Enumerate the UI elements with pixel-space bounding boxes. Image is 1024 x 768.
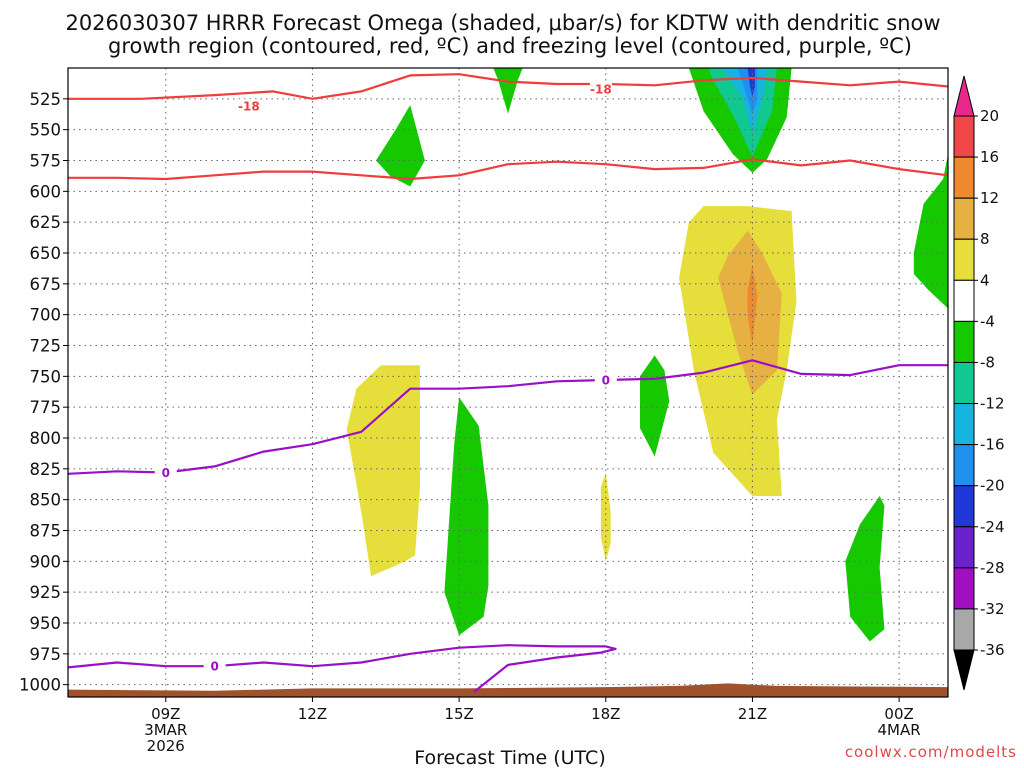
freezing-contour-label: 0 xyxy=(210,660,218,674)
x-tick-label: 00Z xyxy=(884,705,913,723)
dendritic-contour-label-bg xyxy=(237,99,260,114)
plot-background xyxy=(68,68,948,697)
x-tick-label: 15Z xyxy=(444,705,473,723)
omega-shaded-region xyxy=(640,355,670,457)
y-tick-label: 575 xyxy=(30,152,62,171)
colorbar-bin xyxy=(953,320,975,363)
y-tick-label: 950 xyxy=(30,614,62,633)
y-tick-label: 1000 xyxy=(19,676,61,695)
y-tick-label: 600 xyxy=(30,182,62,201)
omega-shaded-region xyxy=(845,496,885,642)
dendritic-contour-line xyxy=(68,158,948,181)
omega-shaded-region xyxy=(444,397,489,636)
colorbar-bin xyxy=(953,403,975,446)
y-tick-label: 525 xyxy=(30,90,62,109)
y-tick-label: 725 xyxy=(30,337,62,356)
y-tick-label: 825 xyxy=(30,460,62,479)
x-tick-label: 2026 xyxy=(147,737,185,755)
omega-shaded-region xyxy=(913,154,948,309)
y-tick-label: 550 xyxy=(30,121,62,140)
x-tick-label: 09Z xyxy=(151,705,180,723)
freezing-contour-label-bg xyxy=(594,373,617,388)
x-tick-label: 4MAR xyxy=(878,721,921,739)
colorbar-bin xyxy=(953,608,975,651)
freezing-contour-line xyxy=(68,644,617,693)
colorbar-bin xyxy=(953,361,975,405)
colorbar-tick-label: -20 xyxy=(980,477,1005,495)
colorbar-tick-label: 16 xyxy=(980,148,999,166)
dendritic-contour-label-bg xyxy=(589,81,612,96)
x-axis-label: Forecast Time (UTC) xyxy=(414,747,605,768)
y-axis: 525 550 575 600 625 650 675 700 725 750 775 800 825 8… xyxy=(19,90,68,695)
y-tick-label: 700 xyxy=(30,306,62,325)
colorbar-bin xyxy=(953,238,975,281)
colorbar-tick-label: 8 xyxy=(980,230,990,248)
y-tick-label: 675 xyxy=(30,275,62,294)
plot-area: -18 -18 0 0 0 xyxy=(67,67,949,698)
colorbar-tick-label: -24 xyxy=(980,518,1005,536)
x-tick-label: 21Z xyxy=(738,705,767,723)
colorbar-top-arrow xyxy=(953,75,975,117)
dendritic-contour-label: -18 xyxy=(238,100,260,114)
terrain-ground xyxy=(68,683,948,697)
omega-shaded-region xyxy=(747,68,755,97)
freezing-contour-label-bg xyxy=(154,465,177,480)
colorbar-tick-label: -16 xyxy=(980,436,1005,454)
colorbar-tick-label: -4 xyxy=(980,312,995,330)
colorbar-bin xyxy=(953,156,975,199)
colorbar-tick-label: 4 xyxy=(980,271,990,289)
x-tick-label: 3MAR xyxy=(144,721,187,739)
y-tick-label: 975 xyxy=(30,645,62,664)
colorbar-bin xyxy=(953,526,975,569)
chart-title-line2: growth region (contoured, red, ºC) and f… xyxy=(108,34,912,58)
colorbar-tick-label: -12 xyxy=(980,395,1005,413)
y-tick-label: 775 xyxy=(30,398,62,417)
colorbar-tick-label: -36 xyxy=(980,641,1005,659)
colorbar-tick-label: 12 xyxy=(980,189,999,207)
freezing-contour-label: 0 xyxy=(602,374,610,388)
omega-shaded-region xyxy=(600,472,611,562)
y-tick-label: 625 xyxy=(30,213,62,232)
colorbar-bin xyxy=(953,197,975,240)
y-tick-label: 875 xyxy=(30,522,62,541)
colorbar-bin xyxy=(953,279,975,322)
dendritic-contour-line xyxy=(68,73,948,100)
colorbar-bottom-arrow xyxy=(953,649,975,691)
freezing-contour-label-bg xyxy=(203,659,226,674)
y-tick-label: 925 xyxy=(30,583,62,602)
colorbar-bin xyxy=(953,567,975,610)
colorbar-tick-label: -32 xyxy=(980,600,1005,618)
y-tick-label: 850 xyxy=(30,491,62,510)
y-tick-label: 900 xyxy=(30,552,62,571)
colorbar-legend: 20 16 12 8 4 -4 -8 -12 -16 -20 -24 -28 -32 -36 xyxy=(953,75,1005,691)
y-tick-label: 800 xyxy=(30,429,62,448)
colorbar-tick-label: -28 xyxy=(980,559,1005,577)
freezing-contour-label: 0 xyxy=(162,466,170,480)
freezing-contour-line xyxy=(68,359,948,475)
omega-shaded-region xyxy=(376,105,425,187)
y-tick-label: 650 xyxy=(30,244,62,263)
credit-text: coolwx.com/modelts xyxy=(845,743,1017,761)
colorbar-bin xyxy=(953,115,975,158)
x-tick-label: 12Z xyxy=(298,705,327,723)
plot-frame xyxy=(67,67,949,698)
colorbar-tick-label: 20 xyxy=(980,107,999,125)
x-tick-label: 18Z xyxy=(591,705,620,723)
chart-title-line1: 2026030307 HRRR Forecast Omega (shaded, … xyxy=(65,11,940,35)
omega-shaded-region xyxy=(346,365,420,577)
colorbar-tick-label: -8 xyxy=(980,353,995,371)
dendritic-contour-label: -18 xyxy=(590,82,612,96)
y-tick-label: 750 xyxy=(30,367,62,386)
colorbar-bin xyxy=(953,485,975,528)
colorbar-bin xyxy=(953,444,975,487)
plot-inner: -18 -18 0 0 0 xyxy=(68,68,948,697)
